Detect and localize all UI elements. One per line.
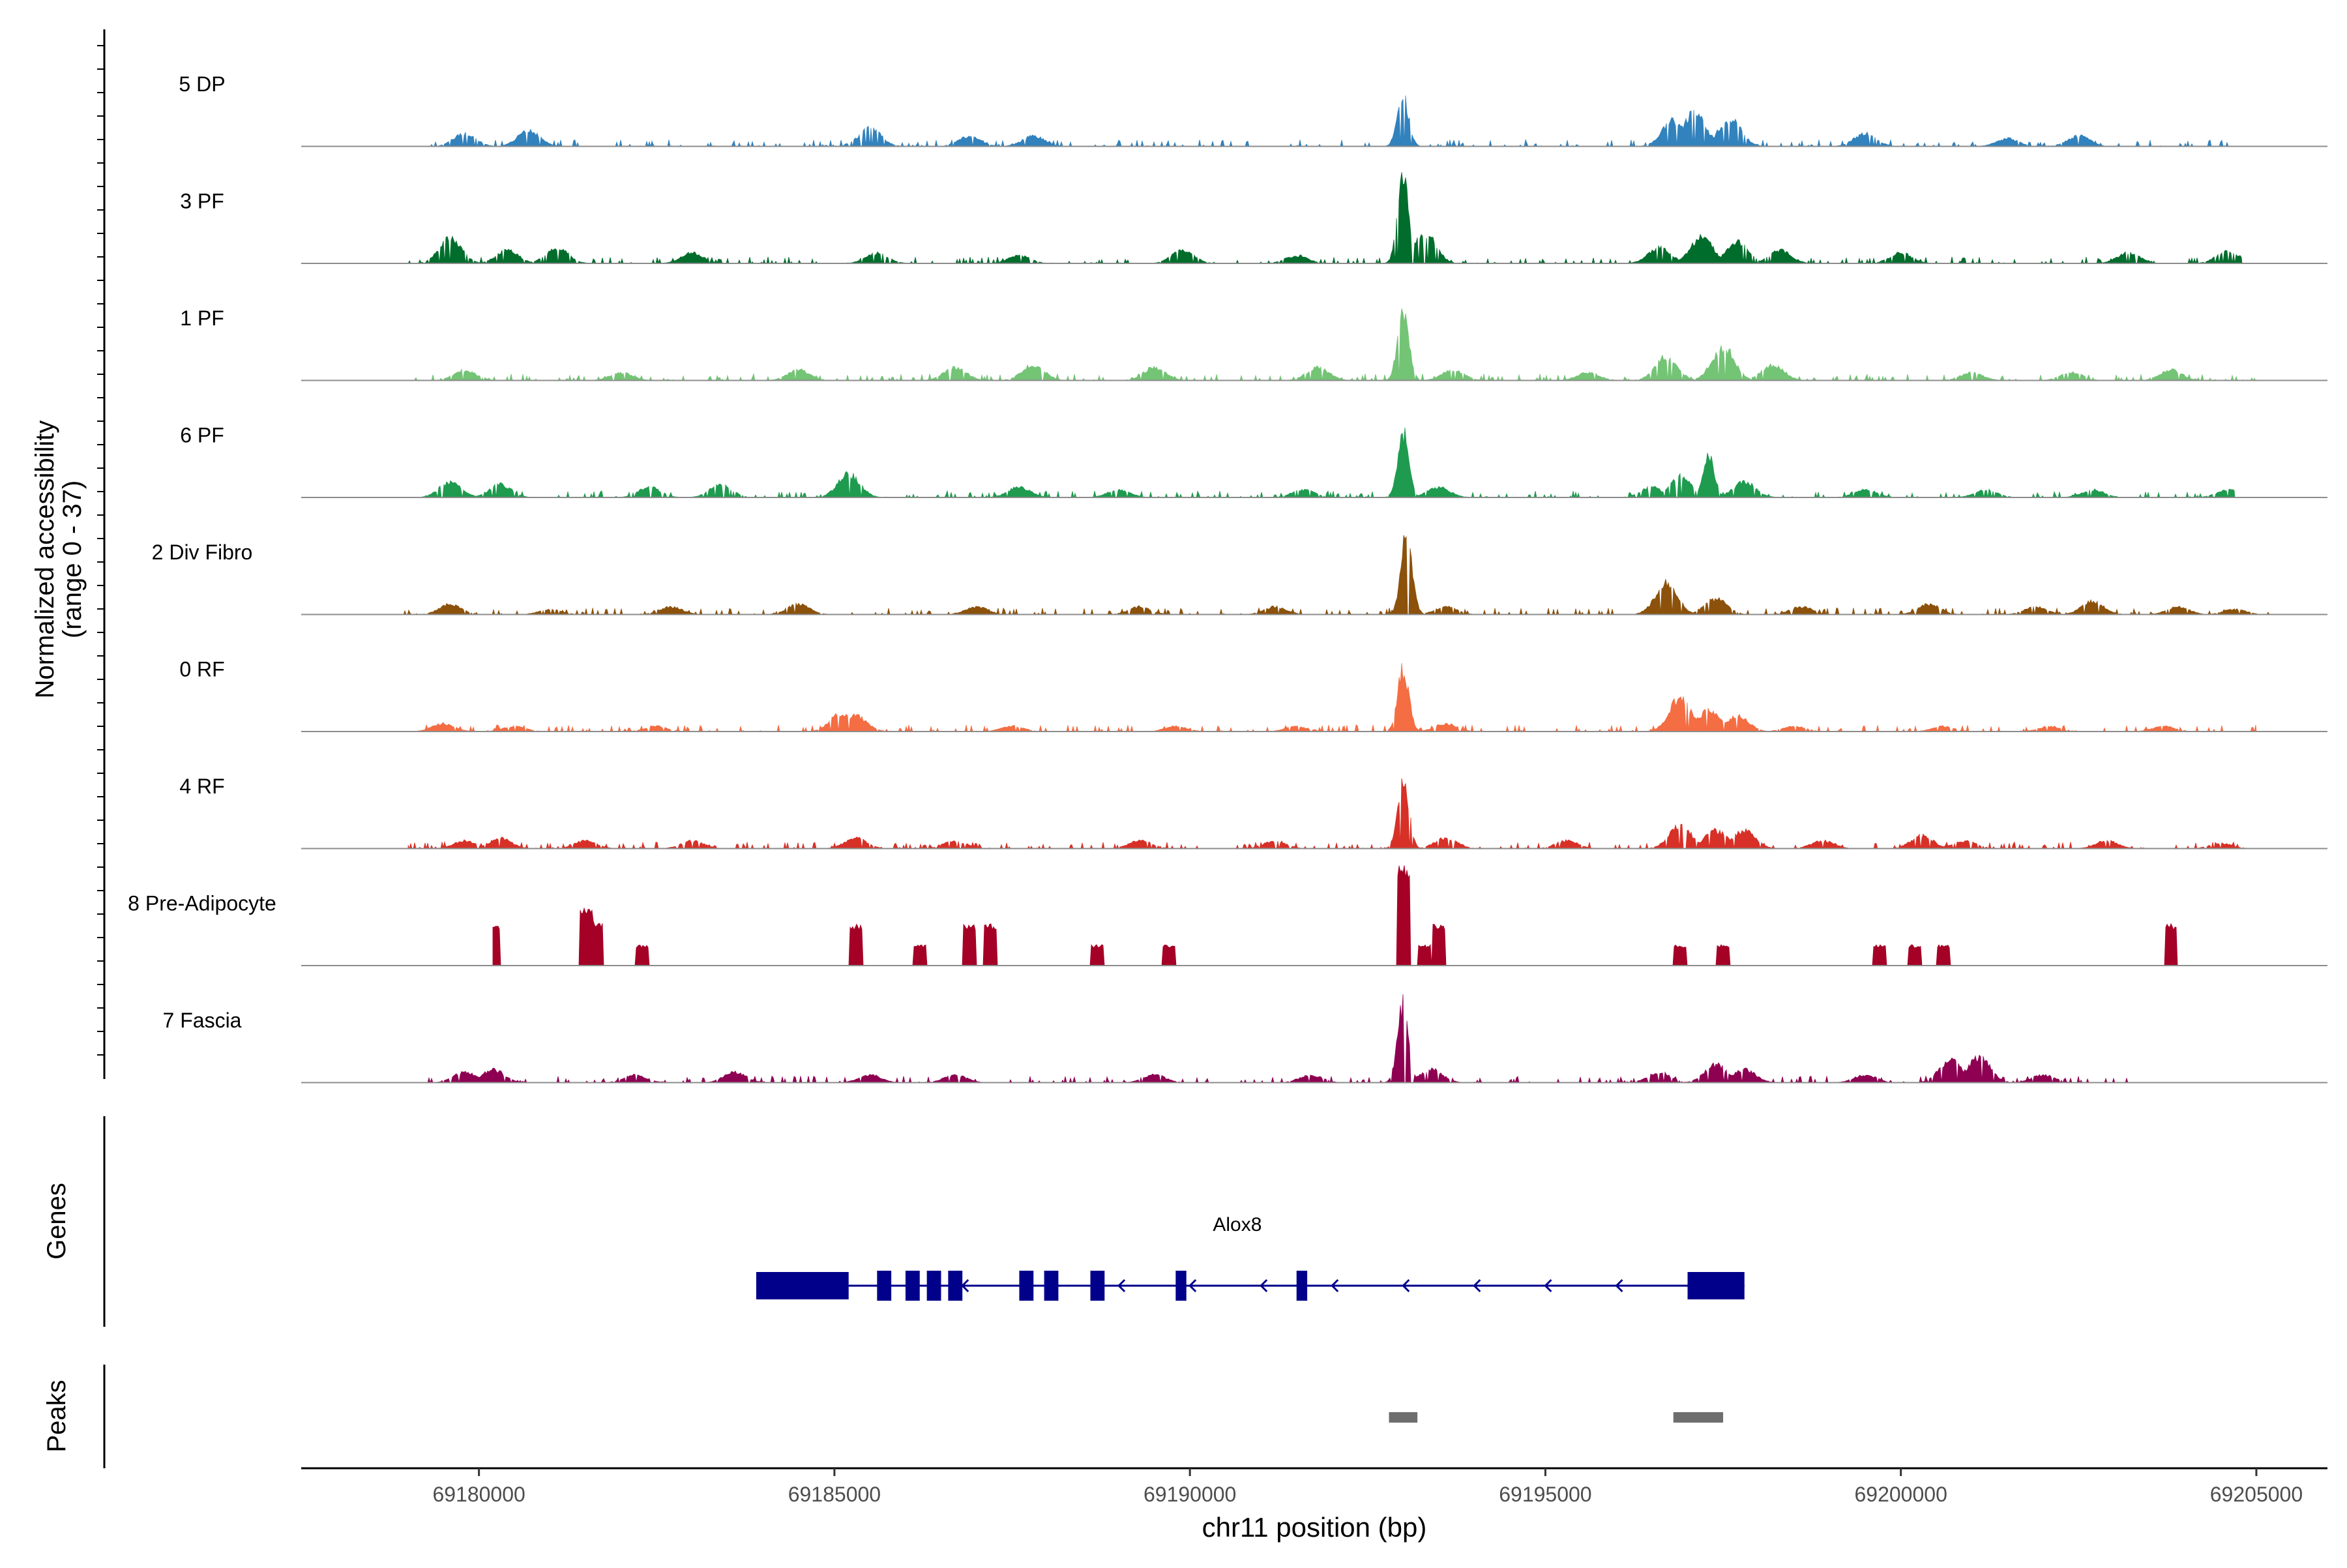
strand-arrow [1402, 1279, 1410, 1293]
track-label: 0 RF [179, 658, 224, 681]
x-tick-label: 69205000 [2210, 1483, 2303, 1506]
track-0: 5 DP [179, 72, 2327, 148]
x-tick-label: 69185000 [788, 1483, 881, 1506]
track-6: 4 RF [179, 775, 2327, 850]
gene-exon [1296, 1271, 1308, 1301]
y-axis-range-label: (range 0 - 37) [58, 481, 87, 638]
track-7: 8 Pre-Adipocyte [128, 865, 2327, 966]
track-label: 5 DP [179, 72, 225, 96]
strand-arrow [1331, 1279, 1339, 1293]
y-axis-minor-ticks [97, 45, 104, 1056]
coverage-area [407, 778, 2250, 850]
gene-exon [1687, 1272, 1745, 1299]
track-2: 1 PF [180, 306, 2327, 382]
strand-arrow [1473, 1279, 1481, 1293]
peak-annotation [1389, 1412, 1724, 1423]
track-label: 3 PF [180, 190, 224, 213]
track-label: 7 Fascia [163, 1009, 242, 1032]
x-axis-title: chr11 position (bp) [1202, 1512, 1427, 1543]
coverage-area [415, 994, 2129, 1084]
track-8: 7 Fascia [163, 994, 2327, 1084]
gene-exon [877, 1271, 892, 1301]
x-tick-label: 69195000 [1499, 1483, 1591, 1506]
track-5: 0 RF [179, 658, 2327, 733]
strand-arrow [1615, 1279, 1623, 1293]
gene-exon [948, 1271, 963, 1301]
strand-arrow [1117, 1279, 1126, 1293]
track-label: 4 RF [179, 775, 224, 798]
gene-exon [1175, 1271, 1187, 1301]
gene-exon [926, 1271, 941, 1301]
genes-panel-title: Genes [42, 1183, 71, 1260]
track-label: 1 PF [180, 306, 224, 330]
coverage-area [421, 427, 2236, 499]
coverage-area [407, 663, 2257, 733]
track-3: 6 PF [180, 424, 2327, 499]
gene-exon [1044, 1271, 1059, 1301]
gene-name-label: Alox8 [1213, 1214, 1262, 1235]
track-label: 2 Div Fibro [152, 540, 253, 564]
track-label: 8 Pre-Adipocyte [128, 892, 276, 915]
coverage-tracks: 5 DP 3 PF 1 PF 6 PF 2 Div Fibro 0 RF 4 RF 8 Pre… [128, 72, 2327, 1084]
gene-annotation: Alox8 [756, 1214, 1745, 1301]
coverage-area [414, 308, 2264, 382]
strand-arrow [1544, 1279, 1552, 1293]
gene-exon [1019, 1271, 1034, 1301]
peaks-panel-title: Peaks [42, 1380, 71, 1452]
coverage-area [415, 95, 2249, 148]
x-tick-label: 69180000 [432, 1483, 525, 1506]
x-axis-ticks: 69180000 69185000 69190000 69195000 69200000… [432, 1468, 2303, 1506]
track-label: 6 PF [180, 424, 224, 447]
gene-exon [1090, 1271, 1105, 1301]
peak-region [1673, 1412, 1724, 1423]
x-tick-label: 69190000 [1144, 1483, 1236, 1506]
y-axis-title: Normalized accessibility [31, 421, 59, 699]
gene-exon [905, 1271, 920, 1301]
gene-exon [756, 1272, 849, 1299]
x-tick-label: 69200000 [1854, 1483, 1947, 1506]
strand-arrow [1188, 1279, 1197, 1293]
coverage-area [401, 535, 2271, 616]
strand-arrow [1260, 1279, 1268, 1293]
coverage-area [407, 172, 2243, 265]
coverage-area [492, 865, 2192, 966]
track-1: 3 PF [180, 172, 2327, 265]
peak-region [1389, 1412, 1418, 1423]
track-4: 2 Div Fibro [152, 535, 2327, 616]
